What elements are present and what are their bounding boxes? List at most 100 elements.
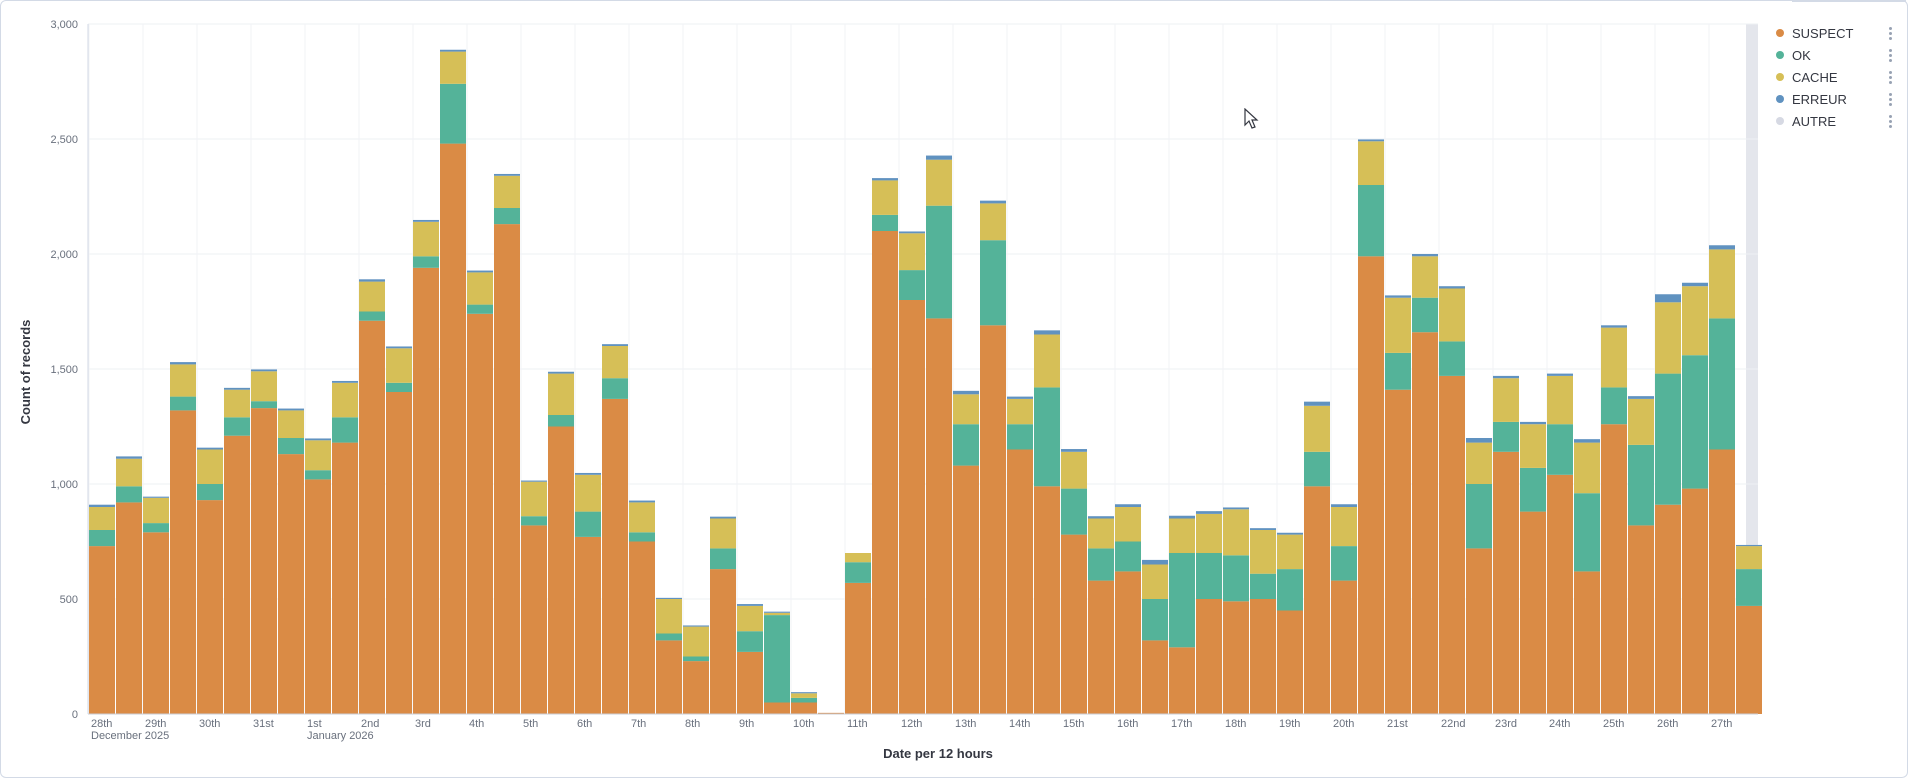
bar-segment-suspect[interactable]	[1223, 601, 1249, 714]
bar-segment-erreur[interactable]	[413, 219, 439, 222]
bar-segment-ok[interactable]	[386, 382, 412, 392]
bar-segment-suspect[interactable]	[710, 569, 736, 714]
bar-segment-ok[interactable]	[1439, 341, 1465, 376]
bar-segment-cache[interactable]	[1277, 534, 1303, 570]
bar-segment-erreur[interactable]	[386, 346, 412, 349]
bar-segment-cache[interactable]	[791, 693, 817, 698]
bar-segment-ok[interactable]	[1601, 387, 1627, 425]
bar-segment-cache[interactable]	[899, 233, 925, 271]
bar-segment-ok[interactable]	[116, 486, 142, 503]
bar-segment-ok[interactable]	[521, 516, 547, 526]
bar-segment-suspect[interactable]	[1682, 488, 1708, 714]
bar-segment-suspect[interactable]	[575, 536, 601, 714]
bar-segment-erreur[interactable]	[1277, 532, 1303, 535]
bar-segment-erreur[interactable]	[1358, 139, 1384, 142]
bar-segment-cache[interactable]	[1466, 442, 1492, 484]
bar-segment-suspect[interactable]	[467, 313, 493, 714]
bar-segment-ok[interactable]	[1115, 541, 1141, 572]
bar-segment-suspect[interactable]	[1466, 548, 1492, 714]
bar-stack[interactable]	[1709, 245, 1735, 714]
bar-segment-cache[interactable]	[359, 281, 385, 312]
bar-segment-erreur[interactable]	[629, 500, 655, 503]
bar-segment-ok[interactable]	[845, 562, 871, 583]
bar-segment-suspect[interactable]	[872, 231, 898, 714]
bar-segment-erreur[interactable]	[89, 504, 115, 507]
legend-item-suspect[interactable]: SUSPECT	[1770, 22, 1900, 44]
bar-segment-ok[interactable]	[143, 523, 169, 533]
bar-stack[interactable]	[1736, 544, 1762, 714]
bar-segment-suspect[interactable]	[1277, 610, 1303, 715]
bar-stack[interactable]	[440, 49, 466, 715]
bar-segment-suspect[interactable]	[440, 143, 466, 715]
bar-segment-suspect[interactable]	[1628, 525, 1654, 714]
bar-stack[interactable]	[1196, 511, 1222, 714]
bar-stack[interactable]	[1088, 516, 1114, 714]
bar-segment-erreur[interactable]	[1196, 511, 1222, 514]
more-options-icon[interactable]	[1884, 48, 1896, 62]
bar-segment-erreur[interactable]	[1493, 375, 1519, 379]
bar-segment-suspect[interactable]	[251, 408, 277, 714]
legend-item-cache[interactable]: CACHE	[1770, 66, 1900, 88]
bar-segment-erreur[interactable]	[710, 516, 736, 519]
bar-segment-ok[interactable]	[1169, 553, 1195, 648]
bar-segment-erreur[interactable]	[1547, 373, 1573, 376]
bar-segment-suspect[interactable]	[1169, 647, 1195, 714]
bar-segment-ok[interactable]	[764, 615, 790, 703]
bar-segment-erreur[interactable]	[1250, 528, 1276, 530]
bar-segment-suspect[interactable]	[683, 661, 709, 714]
bar-segment-suspect[interactable]	[305, 479, 331, 714]
bar-stack[interactable]	[1034, 330, 1060, 714]
bar-segment-cache[interactable]	[1331, 507, 1357, 547]
bar-segment-erreur[interactable]	[278, 408, 304, 411]
bar-segment-suspect[interactable]	[602, 398, 628, 714]
bar-segment-erreur[interactable]	[332, 380, 358, 383]
bar-segment-ok[interactable]	[1223, 555, 1249, 602]
bar-segment-cache[interactable]	[251, 371, 277, 402]
bar-segment-suspect[interactable]	[224, 435, 250, 714]
bar-stack[interactable]	[548, 371, 574, 715]
bar-segment-suspect[interactable]	[1331, 580, 1357, 714]
bar-segment-cache[interactable]	[494, 175, 520, 208]
bar-segment-suspect[interactable]	[332, 442, 358, 714]
bar-stack[interactable]	[332, 380, 358, 714]
bar-segment-cache[interactable]	[89, 507, 115, 530]
bar-segment-suspect[interactable]	[1520, 511, 1546, 714]
bar-segment-suspect[interactable]	[548, 426, 574, 715]
bar-stack[interactable]	[170, 362, 196, 714]
bar-segment-erreur[interactable]	[1034, 330, 1060, 335]
bar-segment-ok[interactable]	[1655, 373, 1681, 505]
bar-segment-erreur[interactable]	[251, 369, 277, 372]
bar-segment-suspect[interactable]	[1412, 332, 1438, 714]
bar-stack[interactable]	[467, 270, 493, 714]
bar-stack[interactable]	[1223, 507, 1249, 714]
bar-stack[interactable]	[818, 712, 844, 714]
bar-segment-suspect[interactable]	[845, 582, 871, 714]
bar-segment-suspect[interactable]	[197, 500, 223, 714]
bar-segment-erreur[interactable]	[1439, 286, 1465, 289]
bar-stack[interactable]	[1547, 373, 1573, 714]
bar-segment-ok[interactable]	[1196, 553, 1222, 599]
bar-segment-ok[interactable]	[1250, 573, 1276, 599]
bar-segment-ok[interactable]	[224, 417, 250, 436]
legend-item-erreur[interactable]: ERREUR	[1770, 88, 1900, 110]
bar-stack[interactable]	[1466, 438, 1492, 714]
bar-segment-erreur[interactable]	[116, 456, 142, 459]
bar-segment-suspect[interactable]	[1250, 599, 1276, 714]
bar-segment-erreur[interactable]	[197, 447, 223, 450]
bar-segment-ok[interactable]	[440, 83, 466, 144]
bar-segment-suspect[interactable]	[1709, 449, 1735, 715]
bar-stack[interactable]	[1439, 286, 1465, 714]
more-options-icon[interactable]	[1884, 114, 1896, 128]
bar-segment-suspect[interactable]	[1304, 486, 1330, 714]
bar-segment-ok[interactable]	[305, 470, 331, 480]
bar-stack[interactable]	[413, 219, 439, 714]
bar-stack[interactable]	[980, 200, 1006, 714]
bar-segment-cache[interactable]	[1412, 256, 1438, 298]
bar-segment-ok[interactable]	[791, 697, 817, 703]
bar-segment-suspect[interactable]	[386, 392, 412, 714]
bar-segment-erreur[interactable]	[1628, 396, 1654, 399]
bar-segment-cache[interactable]	[710, 518, 736, 549]
bar-stack[interactable]	[1169, 515, 1195, 714]
bar-segment-ok[interactable]	[1736, 569, 1762, 606]
bar-segment-erreur[interactable]	[440, 49, 466, 52]
